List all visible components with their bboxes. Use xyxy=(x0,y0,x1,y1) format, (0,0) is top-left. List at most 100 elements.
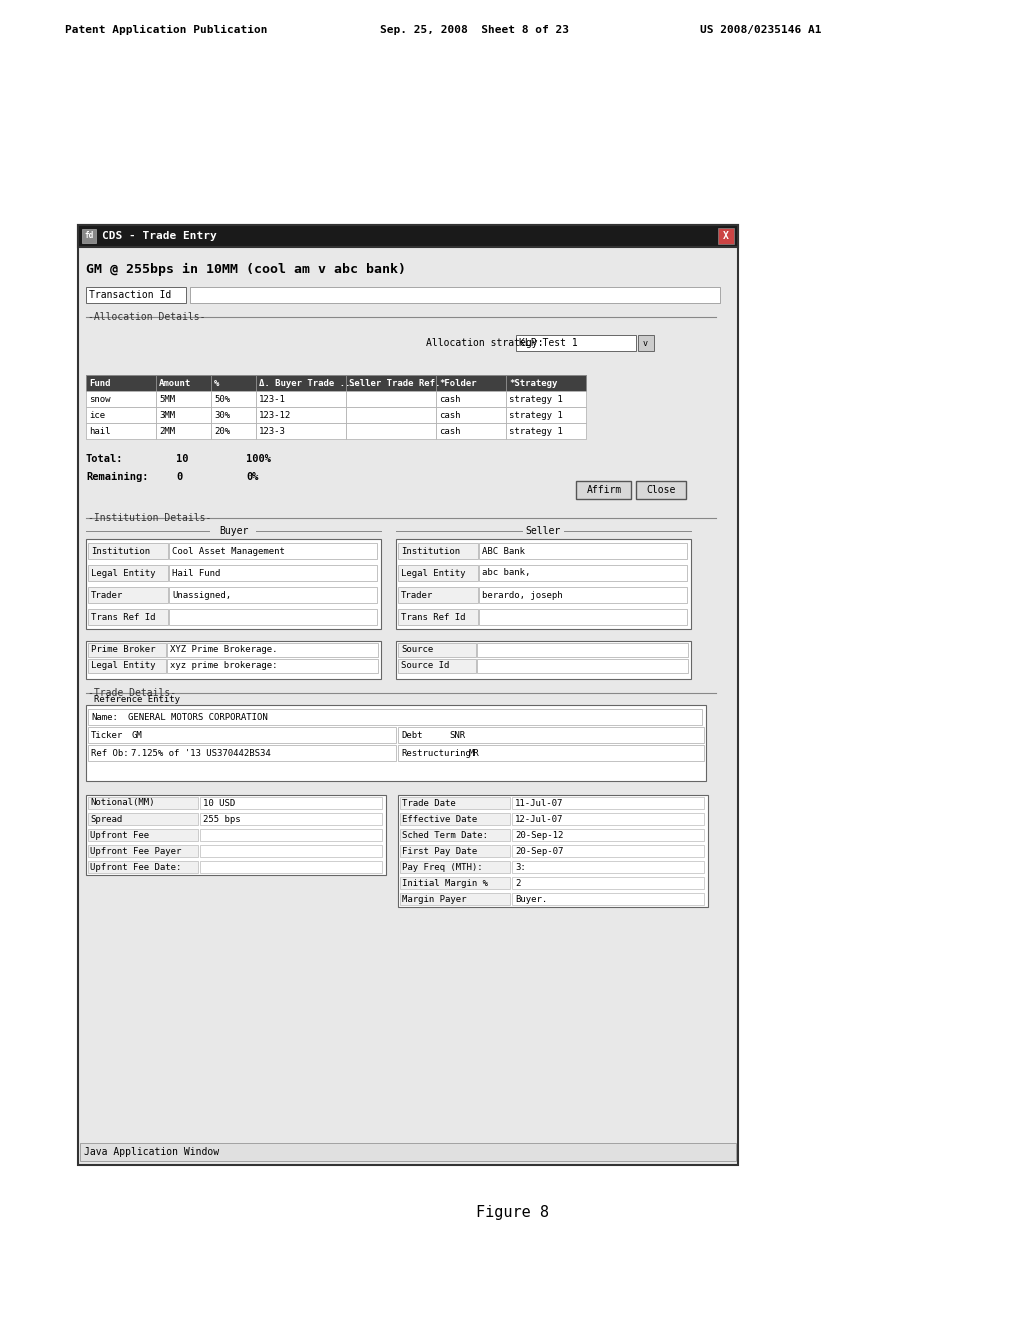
Bar xyxy=(156,407,211,422)
Text: Effective Date: Effective Date xyxy=(402,814,477,824)
Bar xyxy=(86,286,186,304)
Bar xyxy=(346,422,436,440)
Bar xyxy=(506,375,586,391)
Bar xyxy=(400,861,510,873)
Text: 5MM: 5MM xyxy=(159,395,175,404)
Bar xyxy=(86,407,156,422)
Bar xyxy=(200,813,382,825)
Bar xyxy=(88,565,168,581)
Text: 255 bps: 255 bps xyxy=(203,814,241,824)
Text: Amount: Amount xyxy=(159,379,191,388)
Bar xyxy=(398,587,478,603)
Bar xyxy=(512,845,705,857)
Bar xyxy=(88,845,198,857)
Text: cash: cash xyxy=(439,426,461,436)
Bar xyxy=(400,845,510,857)
Text: strategy 1: strategy 1 xyxy=(509,395,563,404)
Bar xyxy=(86,422,156,440)
Text: Figure 8: Figure 8 xyxy=(475,1204,549,1220)
Bar xyxy=(479,543,687,558)
Text: -Trade Details-: -Trade Details- xyxy=(88,688,176,698)
Text: -Allocation Details-: -Allocation Details- xyxy=(88,312,206,322)
Bar xyxy=(346,375,436,391)
Text: Sched Term Date:: Sched Term Date: xyxy=(402,830,488,840)
Bar xyxy=(86,642,381,678)
Bar xyxy=(512,876,705,888)
Bar xyxy=(169,587,377,603)
Bar xyxy=(256,375,346,391)
Text: Patent Application Publication: Patent Application Publication xyxy=(65,25,267,36)
Bar xyxy=(86,375,156,391)
Text: Legal Entity: Legal Entity xyxy=(91,569,156,578)
Bar xyxy=(396,642,691,678)
Text: ABC Bank: ABC Bank xyxy=(482,546,525,556)
Bar xyxy=(169,565,377,581)
Text: abc bank,: abc bank, xyxy=(482,569,530,578)
Bar xyxy=(88,727,396,743)
Text: Affirm: Affirm xyxy=(587,484,622,495)
Text: -Institution Details-: -Institution Details- xyxy=(88,513,211,523)
Bar xyxy=(256,391,346,407)
Text: Legal Entity: Legal Entity xyxy=(401,569,466,578)
Bar xyxy=(398,609,478,624)
Bar xyxy=(479,565,687,581)
Text: GENERAL MOTORS CORPORATION: GENERAL MOTORS CORPORATION xyxy=(128,713,267,722)
Text: Spread: Spread xyxy=(90,814,122,824)
Text: Unassigned,: Unassigned, xyxy=(172,590,231,599)
Bar xyxy=(477,659,688,673)
Bar xyxy=(512,813,705,825)
Bar xyxy=(479,609,687,624)
Text: *Folder: *Folder xyxy=(439,379,476,388)
Text: strategy 1: strategy 1 xyxy=(509,426,563,436)
Text: Buyer: Buyer xyxy=(219,525,248,536)
Bar xyxy=(398,643,476,657)
Bar xyxy=(256,422,346,440)
Text: Sep. 25, 2008  Sheet 8 of 23: Sep. 25, 2008 Sheet 8 of 23 xyxy=(380,25,569,36)
Text: 0: 0 xyxy=(176,473,182,482)
Text: Name:: Name: xyxy=(91,713,118,722)
Bar xyxy=(200,797,382,809)
Text: CDS - Trade Entry: CDS - Trade Entry xyxy=(102,231,217,242)
Text: XYZ Prime Brokerage.: XYZ Prime Brokerage. xyxy=(170,645,278,655)
Bar xyxy=(88,643,166,657)
Text: Ref Ob:: Ref Ob: xyxy=(91,748,129,758)
Bar xyxy=(718,228,734,244)
Bar xyxy=(512,861,705,873)
Bar xyxy=(516,335,636,351)
Bar xyxy=(200,861,382,873)
Bar xyxy=(398,727,705,743)
Text: Trans Ref Id: Trans Ref Id xyxy=(401,612,466,622)
Text: hail: hail xyxy=(89,426,111,436)
Text: v: v xyxy=(643,338,648,347)
Bar xyxy=(512,894,705,906)
Bar xyxy=(211,407,256,422)
Text: 3:: 3: xyxy=(515,862,525,871)
Text: snow: snow xyxy=(89,395,111,404)
Text: 50%: 50% xyxy=(214,395,230,404)
Text: cash: cash xyxy=(439,395,461,404)
Text: cash: cash xyxy=(439,411,461,420)
Text: Trader: Trader xyxy=(91,590,123,599)
Bar xyxy=(200,829,382,841)
Bar xyxy=(512,797,705,809)
Text: 100%: 100% xyxy=(246,454,271,465)
Text: Upfront Fee: Upfront Fee xyxy=(90,830,150,840)
Bar xyxy=(575,480,631,499)
Text: berardo, joseph: berardo, joseph xyxy=(482,590,562,599)
Bar xyxy=(211,391,256,407)
Bar xyxy=(88,829,198,841)
Bar xyxy=(169,609,377,624)
Bar xyxy=(398,744,705,762)
Text: Debt: Debt xyxy=(401,730,423,739)
Bar xyxy=(88,709,702,725)
Bar xyxy=(211,422,256,440)
Bar xyxy=(86,795,386,875)
Bar xyxy=(80,1143,736,1162)
Text: 123-1: 123-1 xyxy=(259,395,286,404)
Text: X: X xyxy=(723,231,729,242)
Text: Upfront Fee Date:: Upfront Fee Date: xyxy=(90,862,181,871)
Bar xyxy=(78,224,738,1166)
Bar xyxy=(638,335,654,351)
Text: 3MM: 3MM xyxy=(159,411,175,420)
Text: Upfront Fee Payer: Upfront Fee Payer xyxy=(90,846,181,855)
